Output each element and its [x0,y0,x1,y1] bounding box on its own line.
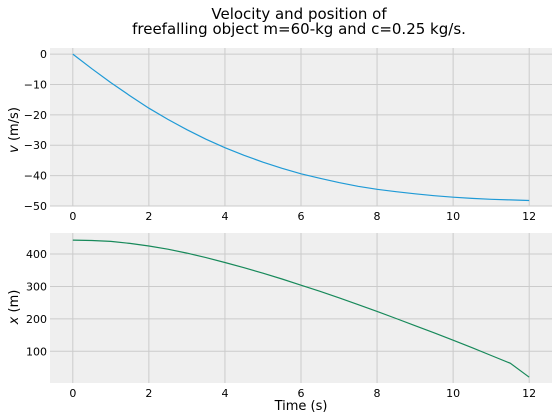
position-xtick-label-1: 2 [145,387,152,400]
position-ytick-label-1: 200 [26,313,47,326]
velocity-ylabel-unit: (m/s) [7,107,22,145]
position-xtick-label-4: 8 [374,387,381,400]
velocity-ytick-label-1: −10 [24,78,47,91]
velocity-xtick-label-0: 0 [69,210,76,223]
position-xtick-label-2: 4 [221,387,228,400]
position-series-line-0 [72,239,530,378]
velocity-xtick-label-2: 4 [221,210,228,223]
velocity-ylabel-var: v [7,145,22,153]
velocity-xtick-label-4: 8 [374,210,381,223]
velocity-xtick-label-3: 6 [298,210,305,223]
velocity-xtick-label-6: 12 [522,210,536,223]
position-ylabel-unit: (m) [7,290,22,317]
position-ytick-label-0: 100 [26,345,47,358]
position-xtick-label-0: 0 [69,387,76,400]
velocity-ytick-label-3: −30 [24,139,47,152]
position-ytick-label-2: 300 [26,280,47,293]
position-xtick-label-6: 12 [522,387,536,400]
position-axes: 0 2 4 6 8 10 12 100 200 300 400 [26,233,552,400]
velocity-ytick-label-2: −20 [24,109,47,122]
chart-title-line1: Velocity and position of [211,5,387,23]
velocity-series-line-0 [72,53,530,202]
velocity-ytick-label-0: 0 [40,48,47,61]
position-xtick-label-5: 10 [446,387,460,400]
velocity-ytick-label-5: −50 [24,200,47,213]
position-ytick-label-3: 400 [26,248,47,261]
xlabel: Time (s) [274,399,328,414]
position-xtick-label-3: 6 [298,387,305,400]
velocity-xtick-label-1: 2 [145,210,152,223]
velocity-xtick-label-5: 10 [446,210,460,223]
chart-title-line2: freefalling object m=60-kg and c=0.25 kg… [132,20,466,38]
position-ylabel: x (m) [7,290,22,326]
velocity-ytick-label-4: −40 [24,170,47,183]
velocity-ylabel: v (m/s) [7,107,22,153]
velocity-axes: 0 2 4 6 8 10 12 0 −10 −20 −30 −40 −50 [24,48,552,223]
position-ylabel-var: x [7,316,22,325]
